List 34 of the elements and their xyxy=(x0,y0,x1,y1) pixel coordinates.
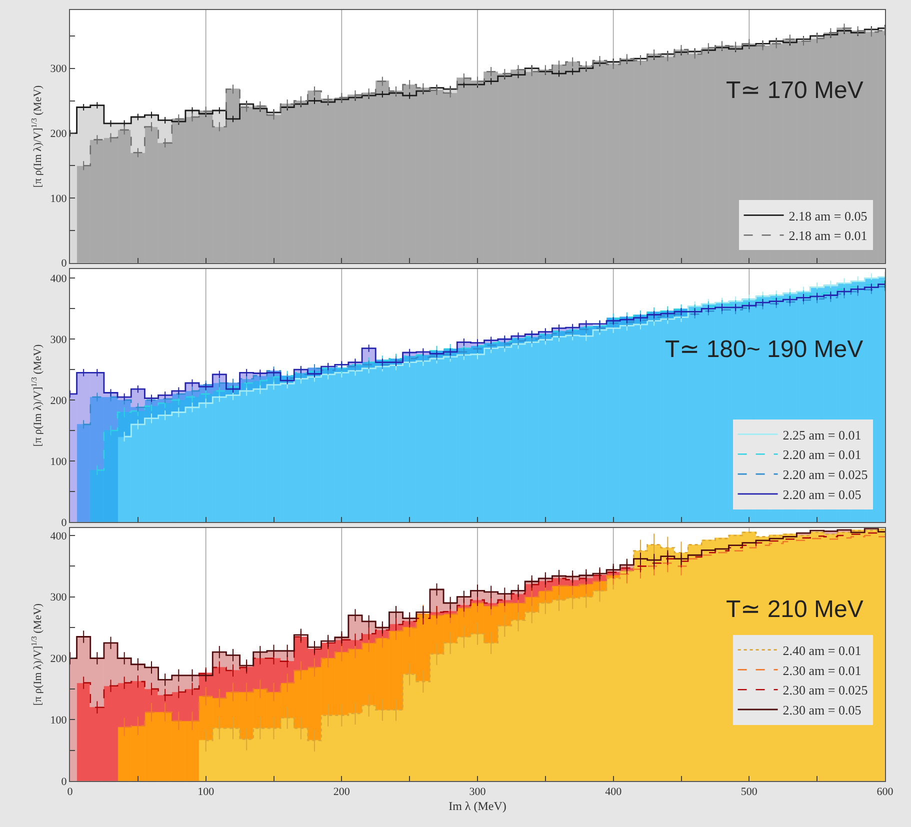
y-tick-label: 100 xyxy=(50,192,68,205)
y-tick-label: 400 xyxy=(50,273,68,286)
y-tick-label: 200 xyxy=(50,653,68,666)
legend-label: 2.20 am = 0.01 xyxy=(782,447,862,462)
y-tick-label: 0 xyxy=(61,516,68,529)
legend-label: 2.18 am = 0.05 xyxy=(788,208,868,224)
legend-label: 2.30 am = 0.01 xyxy=(782,662,862,678)
legend-label: 2.30 am = 0.025 xyxy=(782,682,868,698)
legend-label: 2.25 am = 0.01 xyxy=(782,427,862,442)
y-tick-label: 100 xyxy=(50,456,68,468)
x-tick-label: 200 xyxy=(333,786,350,798)
legend-label: 2.20 am = 0.025 xyxy=(782,467,868,482)
legend-label: 2.30 am = 0.05 xyxy=(782,702,862,718)
legend-label: 2.18 am = 0.01 xyxy=(788,228,868,244)
annotation: T≃ 210 MeV xyxy=(726,596,864,623)
y-tick-label: 0 xyxy=(61,776,68,788)
x-tick-label: 600 xyxy=(876,786,894,798)
x-tick-label: 500 xyxy=(740,786,758,798)
x-tick-label: 300 xyxy=(469,786,486,798)
legend-label: 2.40 am = 0.01 xyxy=(782,642,862,658)
annotation: T≃ 170 MeV xyxy=(726,77,864,104)
x-axis-title: Im λ (MeV) xyxy=(448,799,506,814)
y-tick-label: 300 xyxy=(50,334,68,346)
y-tick-label: 0 xyxy=(61,258,68,270)
y-tick-label: 100 xyxy=(50,714,68,726)
y-tick-label: 200 xyxy=(50,128,68,140)
legend-label: 2.20 am = 0.05 xyxy=(782,487,862,502)
y-tick-label: 300 xyxy=(50,63,68,76)
x-tick-label: 400 xyxy=(605,786,622,798)
y-tick-label: 200 xyxy=(50,394,68,407)
annotation: T≃ 180~ 190 MeV xyxy=(665,336,864,363)
y-tick-label: 400 xyxy=(50,530,68,542)
x-tick-label: 100 xyxy=(198,786,215,798)
y-tick-label: 300 xyxy=(50,592,68,604)
